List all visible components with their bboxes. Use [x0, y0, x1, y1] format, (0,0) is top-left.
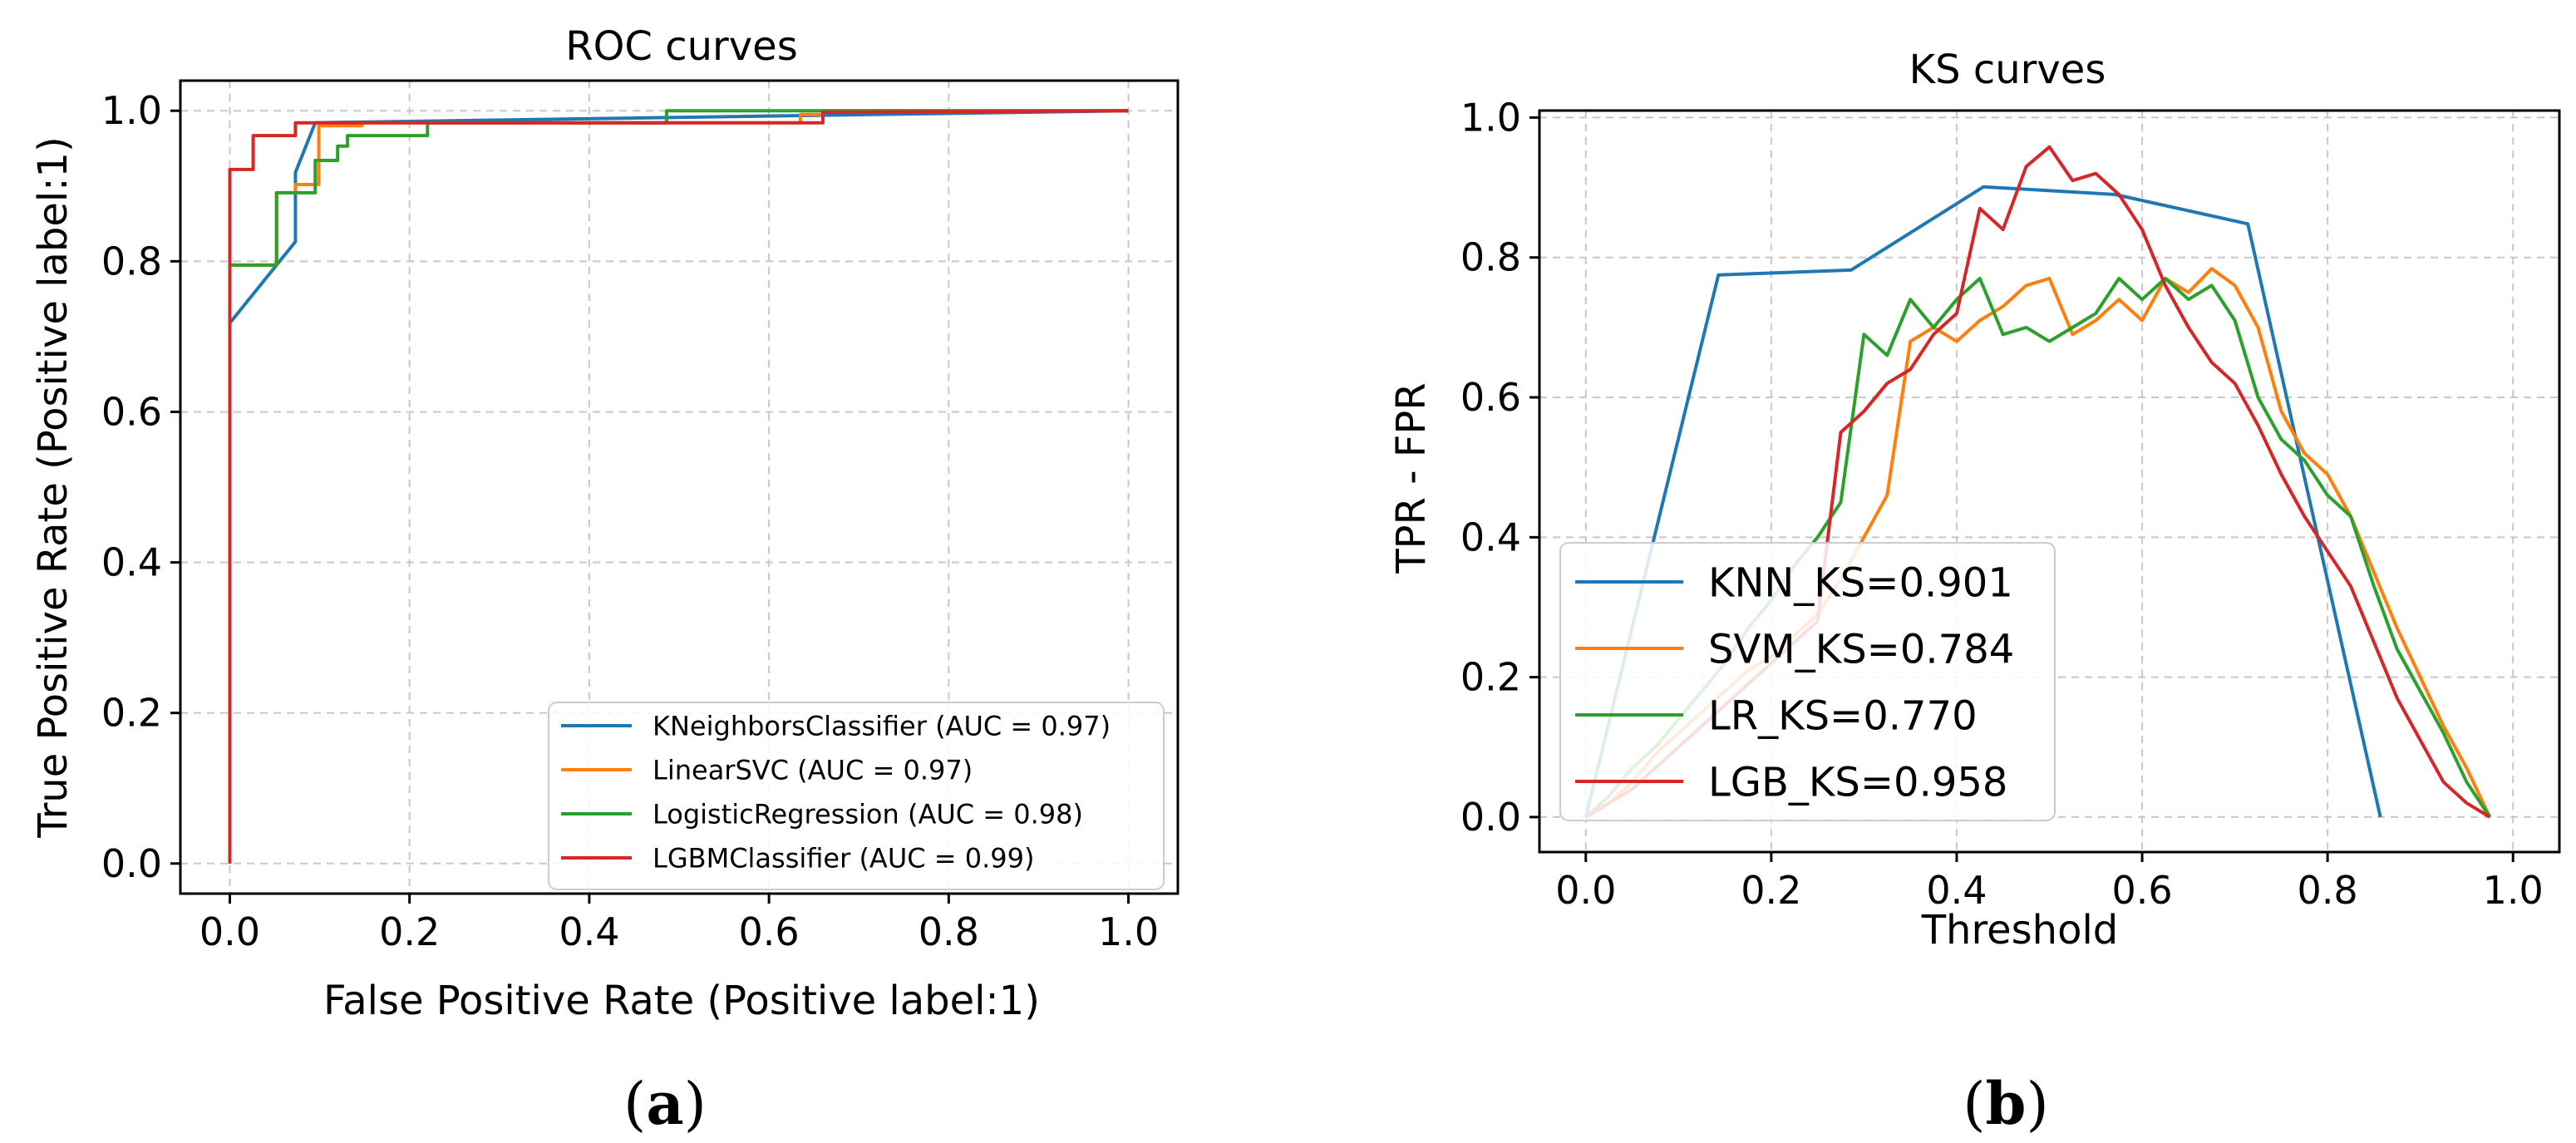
ks-y-tick-label: 0.8: [1460, 235, 1521, 280]
roc-legend-label-svm: LinearSVC (AUC = 0.97): [653, 755, 973, 786]
ks-y-tick-label: 0.0: [1460, 795, 1521, 840]
roc-y-tick-label: 1.0: [101, 88, 162, 133]
roc-y-tick-label: 0.2: [101, 691, 162, 736]
ks-plot-frame: [1538, 109, 2561, 854]
ks-legend-label-lgb: LGB_KS=0.958: [1708, 759, 2007, 806]
ks-x-tick-label: 0.6: [2111, 868, 2172, 913]
panel-b-letter: b: [1986, 1069, 2027, 1138]
ks-y-tick-label: 0.2: [1460, 655, 1521, 700]
roc-series-lines: [228, 109, 1129, 864]
ks-ticks: 0.0 0.2 0.4 0.6 0.8 1.0 0.0 0.2 0.4 0.6 0.8 1.0: [1460, 95, 2544, 913]
ks-x-axis-label: Threshold: [1921, 907, 2119, 953]
ks-legend-box: [1559, 542, 2056, 821]
panel-a-close-paren: ): [684, 1070, 707, 1138]
panel-a-open-paren: (: [623, 1070, 646, 1138]
panel-b-open-paren: (: [1963, 1070, 1985, 1138]
ks-chart-title: KS curves: [1909, 47, 2106, 93]
panel-b-close-paren: ): [2026, 1070, 2048, 1138]
roc-x-tick-label: 0.4: [559, 909, 619, 954]
roc-y-tick-label: 0.8: [101, 239, 162, 283]
roc-y-tick-label: 0.6: [101, 389, 162, 434]
ks-x-tick-label: 0.0: [1555, 868, 1616, 913]
ks-legend-label-svm: SVM_KS=0.784: [1708, 626, 2014, 672]
roc-legend-box: [548, 702, 1165, 890]
roc-y-tick-label: 0.0: [101, 841, 162, 886]
roc-x-tick-label: 0.2: [379, 909, 440, 954]
ks-y-axis-label: TPR - FPR: [1388, 382, 1435, 574]
ks-y-tick-label: 1.0: [1460, 95, 1521, 140]
ks-series-knn: [1584, 185, 2382, 818]
roc-x-tick-label: 0.6: [739, 909, 800, 954]
ks-x-tick-label: 0.2: [1741, 868, 1801, 913]
roc-legend-label-lr: LogisticRegression (AUC = 0.98): [653, 799, 1083, 830]
ks-x-tick-label: 0.8: [2298, 868, 2358, 913]
ks-x-tick-label: 0.4: [1926, 868, 1987, 913]
roc-x-tick-label: 0.8: [919, 909, 979, 954]
ks-legend: KNN_KS=0.901 SVM_KS=0.784 LR_KS=0.770 LGB_K…: [1559, 542, 2056, 821]
panel-a-letter: a: [646, 1069, 683, 1138]
roc-legend: KNeighborsClassifier (AUC = 0.97) LinearS…: [548, 702, 1165, 890]
roc-legend-label-lgb: LGBMClassifier (AUC = 0.99): [653, 843, 1034, 874]
roc-legend-label-knn: KNeighborsClassifier (AUC = 0.97): [653, 711, 1111, 742]
ks-x-tick-label: 1.0: [2483, 868, 2544, 913]
ks-legend-label-knn: KNN_KS=0.901: [1708, 559, 2013, 606]
roc-plot-frame: [179, 79, 1180, 895]
ks-panel: KS curves 0.0 0.2 0.4 0.6 0.8 1.0 0.0 0.2 0.4 0.6…: [1388, 47, 2561, 1138]
ks-y-tick-label: 0.4: [1460, 515, 1521, 559]
panel-label-b: (b): [1963, 1069, 2049, 1138]
ks-legend-label-lr: LR_KS=0.770: [1708, 692, 1978, 739]
roc-series-lgb: [228, 109, 1129, 864]
roc-x-tick-label: 0.0: [199, 909, 260, 954]
roc-y-tick-label: 0.4: [101, 540, 162, 585]
ks-y-tick-label: 0.6: [1460, 375, 1521, 420]
roc-chart-title: ROC curves: [565, 23, 797, 70]
roc-x-axis-label: False Positive Rate (Positive label:1): [323, 978, 1040, 1024]
roc-y-axis-label: True Positive Rate (Positive label:1): [30, 136, 76, 838]
panel-label-a: (a): [623, 1069, 707, 1138]
roc-ticks: 0.0 0.2 0.4 0.6 0.8 1.0 0.0 0.2 0.4 0.6 0.8 1.0: [101, 88, 1159, 954]
roc-x-tick-label: 1.0: [1098, 909, 1159, 954]
roc-panel: ROC curves 0.0 0.2 0.4 0.6 0.8 1.00.00.20.40.…: [30, 23, 1180, 1138]
